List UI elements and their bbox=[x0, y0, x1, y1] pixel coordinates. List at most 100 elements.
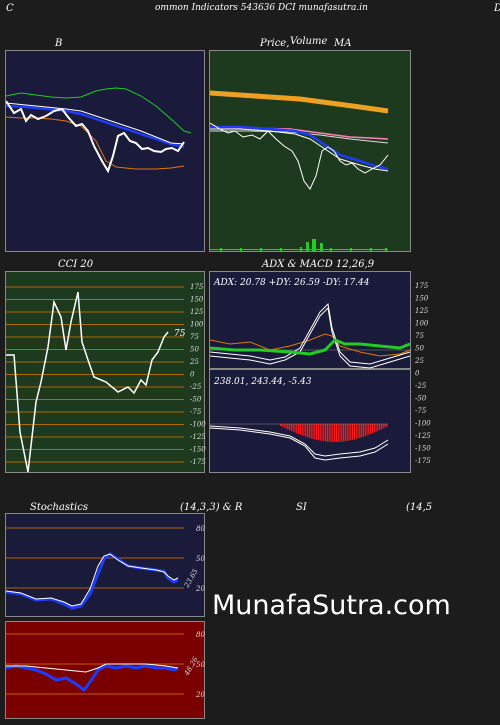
adx-green-line bbox=[210, 338, 411, 356]
macd-histogram-bar bbox=[307, 424, 309, 438]
macd-histogram-bar bbox=[377, 424, 379, 431]
bollinger-middle-band bbox=[6, 104, 185, 149]
macd-histogram-bar bbox=[326, 424, 328, 442]
macd-histogram-bar bbox=[371, 424, 373, 434]
macd-histogram-bar bbox=[334, 424, 336, 442]
macd-histogram-bar bbox=[341, 424, 343, 442]
macd-histogram-bar bbox=[335, 424, 337, 442]
cci-tick-label: -100 bbox=[190, 421, 206, 429]
cci-current-value: 75 bbox=[174, 329, 186, 339]
price-line bbox=[210, 122, 389, 190]
macd-signal-line bbox=[210, 427, 389, 461]
bollinger-upper-band bbox=[6, 87, 192, 134]
stochastics-chart: 23.65 80 50 20 bbox=[5, 513, 205, 617]
macd-histogram-bar bbox=[301, 424, 303, 436]
cci-tick-label: -75 bbox=[190, 408, 202, 416]
rsi-ma-line bbox=[6, 663, 179, 673]
adx-axis-tick: -50 bbox=[415, 395, 427, 403]
cci-tick-label: 150 bbox=[190, 296, 204, 304]
macd-histogram-bar bbox=[359, 424, 361, 438]
macd-histogram-bar bbox=[375, 424, 377, 432]
macd-histogram-bar bbox=[290, 424, 292, 431]
macd-histogram-bar bbox=[310, 424, 312, 439]
cci-tick-label: 75 bbox=[190, 333, 199, 341]
rsi-tick-20: 20 bbox=[195, 691, 205, 699]
ma-orange-band bbox=[210, 90, 389, 114]
bollinger-lower-band bbox=[6, 116, 185, 170]
adx-chart: ADX: 20.78 +DY: 26.59 -DY: 17.44 bbox=[209, 271, 412, 369]
macd-histogram-bar bbox=[343, 424, 345, 442]
macd-plot: 238.01, 243.44, -5.43 bbox=[210, 377, 389, 461]
macd-histogram-bar bbox=[368, 424, 370, 435]
bollinger-white-band bbox=[6, 102, 185, 145]
cci-tick-label: -125 bbox=[190, 433, 206, 441]
cci-chart: 75 175 150 125 100 75 50 25 0 -25 -50 -75 -100 -125 -… bbox=[5, 271, 206, 473]
cci-title: CCI 20 bbox=[58, 259, 94, 270]
volume-bars bbox=[210, 239, 388, 251]
macd-histogram-bar bbox=[317, 424, 319, 441]
rsi-title: SI bbox=[296, 502, 307, 513]
macd-histogram-bar bbox=[323, 424, 325, 442]
macd-histogram-bar bbox=[370, 424, 372, 434]
cci-tick-label: 175 bbox=[190, 283, 204, 291]
macd-histogram-bar bbox=[325, 424, 327, 442]
stochastics-params: (14,3,3) & R bbox=[180, 502, 243, 513]
bollinger-chart bbox=[5, 50, 205, 252]
rsi-tick-50: 50 bbox=[196, 661, 205, 669]
adx-orange-line bbox=[210, 333, 411, 357]
rsi-chart: 48.26 80 50 20 bbox=[5, 621, 205, 719]
ma-blue-line bbox=[210, 125, 389, 171]
macd-histogram-bar bbox=[330, 424, 332, 442]
macd-histogram-bar bbox=[379, 424, 381, 431]
macd-histogram-bar bbox=[328, 424, 330, 442]
macd-histogram-bar bbox=[299, 424, 301, 435]
macd-histogram-bar bbox=[332, 424, 334, 442]
adx-di-white-1 bbox=[210, 302, 411, 365]
macd-histogram-bar bbox=[362, 424, 364, 437]
price-title-overlap: Volume bbox=[290, 36, 328, 47]
stoch-tick-80: 80 bbox=[196, 525, 205, 533]
cci-tick-label: 100 bbox=[190, 321, 204, 329]
stoch-tick-50: 50 bbox=[196, 555, 205, 563]
adx-title: ADX & MACD 12,26,9 bbox=[262, 259, 375, 270]
cci-plot: 75 175 150 125 100 75 50 25 0 -25 -50 -75 -100 -125 -… bbox=[6, 283, 206, 473]
stochastics-d-line bbox=[6, 553, 179, 607]
adx-axis-tick: 25 bbox=[414, 357, 424, 365]
macd-histogram-bar bbox=[355, 424, 357, 439]
macd-histogram-bar bbox=[364, 424, 366, 437]
rsi-tick-80: 80 bbox=[196, 631, 205, 639]
cci-tick-label: -175 bbox=[190, 458, 206, 466]
cci-tick-label: -150 bbox=[190, 446, 206, 454]
adx-axis-tick: 0 bbox=[415, 370, 420, 378]
macd-histogram-bar bbox=[305, 424, 307, 437]
macd-histogram-bar bbox=[298, 424, 300, 434]
macd-histogram bbox=[280, 424, 388, 442]
stochastics-title: Stochastics bbox=[30, 502, 88, 513]
macd-histogram-bar bbox=[386, 424, 388, 427]
adx-axis-tick: -175 bbox=[415, 457, 431, 465]
adx-axis-tick: -150 bbox=[415, 445, 431, 453]
rsi-params: (14,5 bbox=[406, 502, 433, 513]
cci-tick-label: 25 bbox=[189, 358, 199, 366]
adx-axis: 175 150 125 100 75 50 25 0 -25 -50 -75 -100 -125 -150… bbox=[411, 271, 431, 473]
adx-axis-tick: 175 bbox=[415, 282, 429, 290]
price-plot bbox=[210, 90, 389, 251]
adx-plot: ADX: 20.78 +DY: 26.59 -DY: 17.44 bbox=[210, 278, 412, 369]
macd-histogram-bar bbox=[348, 424, 350, 441]
macd-histogram-bar bbox=[316, 424, 318, 440]
macd-histogram-bar bbox=[319, 424, 321, 441]
bollinger-plot bbox=[6, 87, 192, 174]
macd-histogram-bar bbox=[346, 424, 348, 441]
macd-histogram-bar bbox=[296, 424, 298, 434]
macd-histogram-bar bbox=[289, 424, 291, 431]
macd-histogram-bar bbox=[337, 424, 339, 442]
macd-histogram-bar bbox=[366, 424, 368, 436]
stochastics-k-line bbox=[6, 552, 179, 610]
macd-histogram-bar bbox=[384, 424, 386, 428]
cci-tick-label: -25 bbox=[190, 383, 202, 391]
macd-readout: 238.01, 243.44, -5.43 bbox=[213, 377, 312, 387]
cci-tick-label: -50 bbox=[190, 396, 202, 404]
macd-histogram-bar bbox=[344, 424, 346, 442]
adx-axis-tick: 125 bbox=[415, 307, 429, 315]
ma-white-lower bbox=[210, 128, 389, 172]
